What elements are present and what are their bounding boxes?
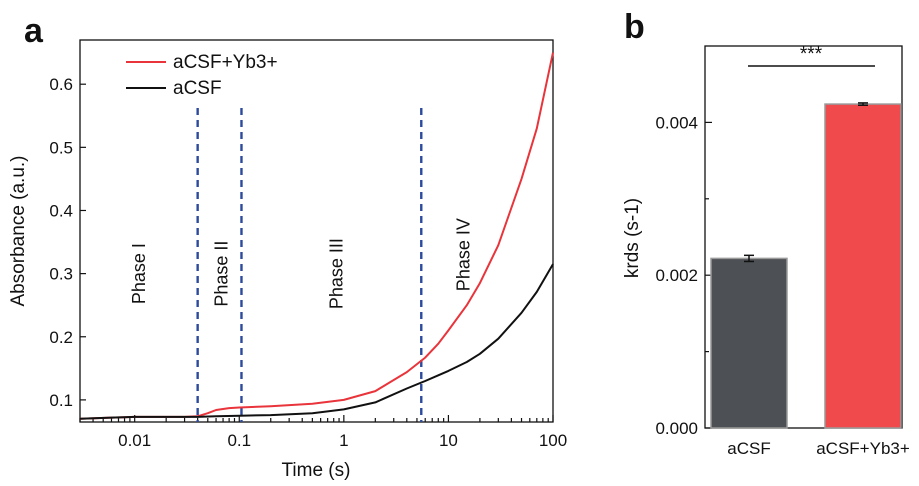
legend-label-series-1: aCSF+Yb3+ — [173, 52, 278, 73]
category-label: aCSF+Yb3+ — [816, 439, 910, 458]
panel-a-chart: 0.01 0.1 1 10 100 0.1 0.2 0.3 0.4 0.5 0.6 Phase I… — [8, 39, 567, 481]
panel-a-x-axis-label: Time (s) — [282, 460, 351, 481]
phase-label: Phase II — [212, 241, 232, 307]
legend-label-series-2: aCSF — [173, 78, 222, 99]
phase-label: Phase III — [326, 238, 346, 309]
panel-b-frame — [704, 45, 903, 429]
x-tick-label: 0.01 — [118, 431, 151, 450]
y-tick-label: 0.3 — [49, 265, 73, 284]
phase-label: Phase IV — [454, 218, 474, 291]
legend: aCSF+Yb3+ aCSF — [126, 52, 278, 99]
panel-b-y-axis-label: krds (s-1) — [622, 198, 643, 278]
significance-marker: *** — [800, 44, 823, 65]
phase-label: Phase I — [129, 243, 149, 304]
panel-a-label: a — [24, 12, 44, 50]
x-tick-label: 1 — [339, 431, 348, 450]
panel-a-frame — [79, 39, 554, 423]
bar-1 — [710, 257, 788, 429]
panel-b-chart: 0.000 0.002 0.004 aCSF aCSF+Yb3+ *** krds (… — [622, 44, 910, 458]
panel-b-label: b — [624, 8, 645, 46]
y-tick-label: 0.2 — [49, 328, 73, 347]
y-tick-label: 0.002 — [655, 266, 698, 285]
y-tick-label: 0.004 — [655, 113, 698, 132]
bar-2 — [824, 103, 902, 429]
y-tick-label: 0.000 — [655, 419, 698, 438]
series-line-2 — [79, 263, 554, 420]
y-tick-label: 0.4 — [49, 201, 73, 220]
panel-a-y-axis-label: Absorbance (a.u.) — [8, 155, 29, 306]
y-tick-label: 0.6 — [49, 75, 73, 94]
series-line-1 — [79, 52, 554, 420]
x-tick-label: 0.1 — [227, 431, 251, 450]
category-label: aCSF — [727, 439, 770, 458]
y-tick-label: 0.1 — [49, 391, 73, 410]
y-tick-label: 0.5 — [49, 138, 73, 157]
x-tick-label: 100 — [539, 431, 567, 450]
x-tick-label: 10 — [439, 431, 458, 450]
